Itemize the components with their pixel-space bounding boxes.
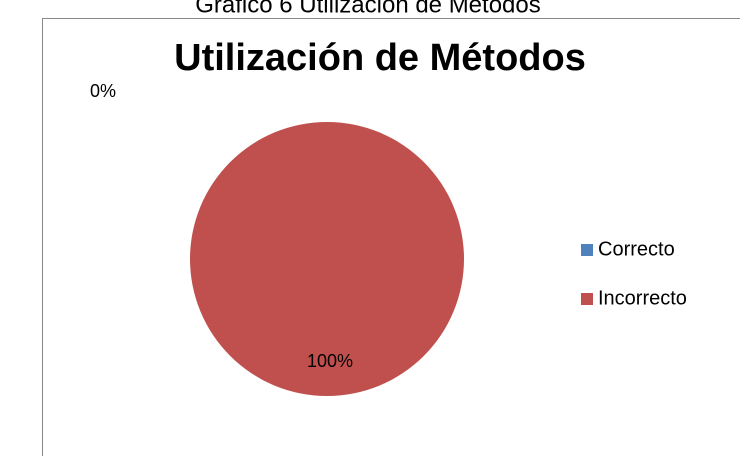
legend-swatch	[581, 244, 593, 256]
data-label: 100%	[307, 351, 353, 371]
chart-title: Utilización de Métodos	[174, 37, 586, 79]
legend-label: Correcto	[598, 238, 675, 260]
legend-label: Incorrecto	[598, 287, 687, 309]
pie-slice	[190, 122, 464, 396]
chart-border	[42, 18, 740, 456]
data-label: 0%	[90, 81, 116, 101]
legend-swatch	[581, 293, 593, 305]
caption: Gráfico 6 Utilización de Métodos	[195, 0, 541, 18]
